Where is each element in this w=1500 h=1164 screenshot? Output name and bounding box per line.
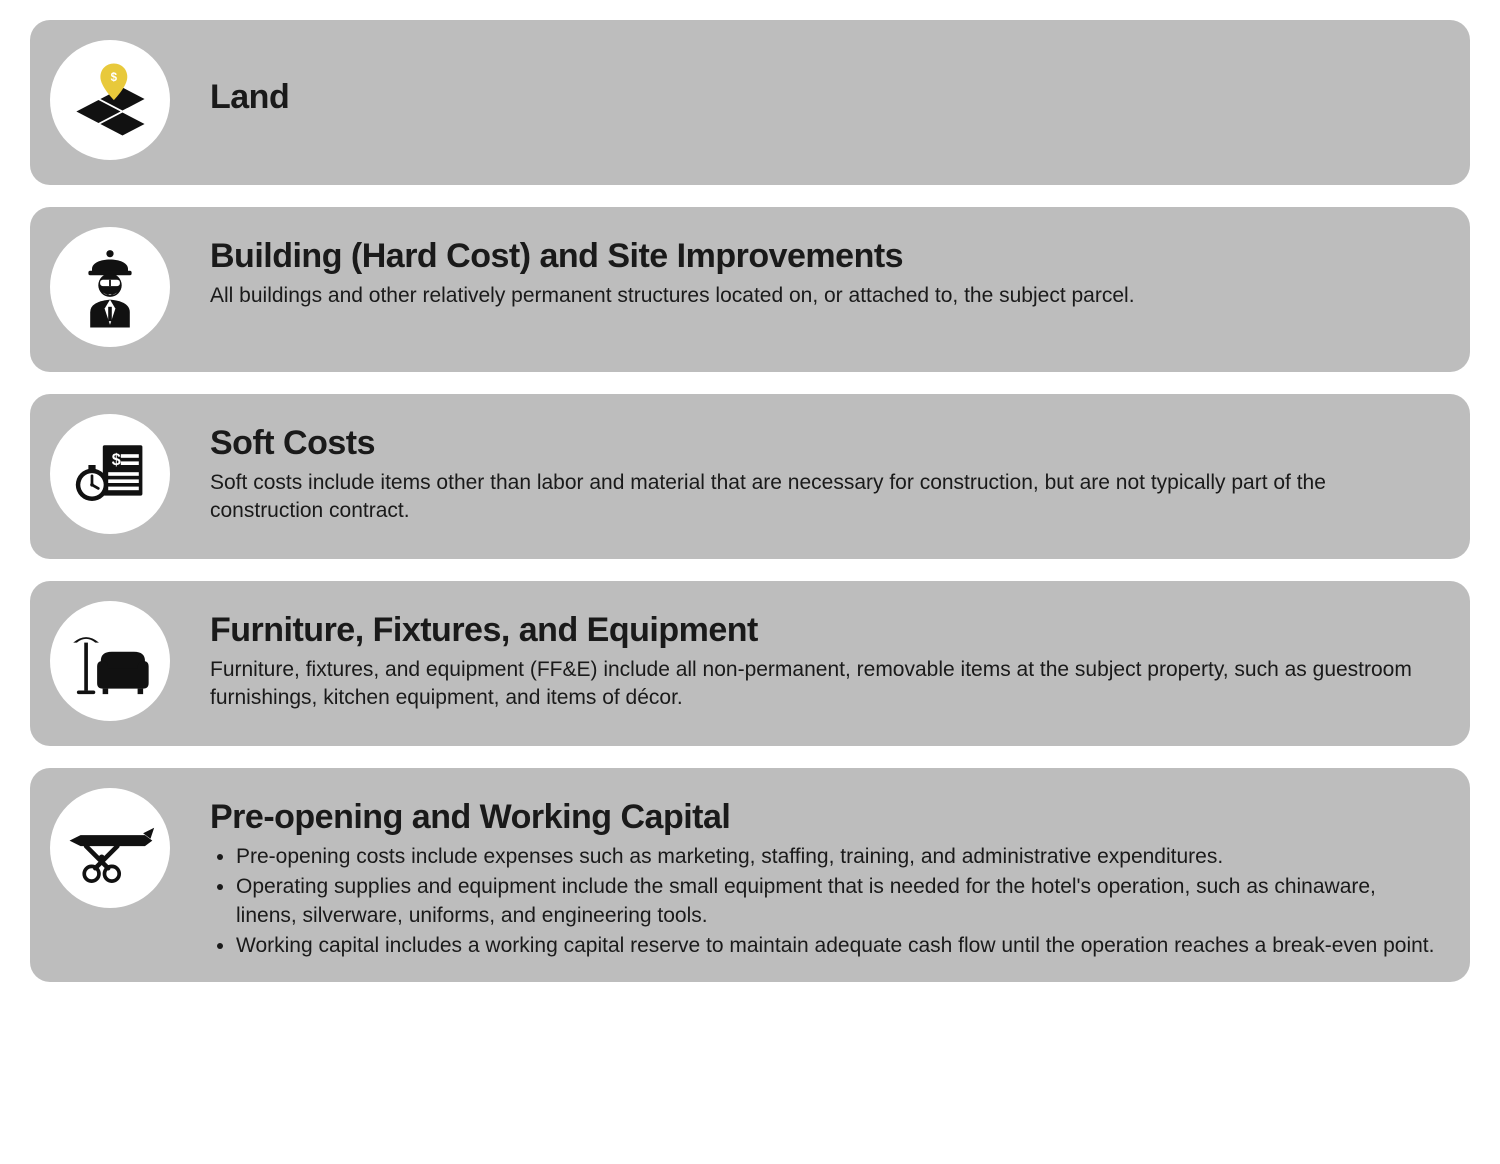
land-pin-icon: $ xyxy=(50,40,170,160)
svg-text:$: $ xyxy=(111,72,118,84)
card-bullets: Pre-opening costs include expenses such … xyxy=(210,843,1440,960)
construction-worker-icon xyxy=(50,227,170,347)
card-preopening: Pre-opening and Working Capital Pre-open… xyxy=(30,768,1470,982)
card-content: Furniture, Fixtures, and Equipment Furni… xyxy=(210,601,1440,713)
card-title: Land xyxy=(210,78,289,117)
card-content: Building (Hard Cost) and Site Improvemen… xyxy=(210,227,1440,310)
card-content: Soft Costs Soft costs include items othe… xyxy=(210,414,1440,526)
card-ffe: Furniture, Fixtures, and Equipment Furni… xyxy=(30,581,1470,746)
bullet-item: Operating supplies and equipment include… xyxy=(236,873,1440,930)
card-building: Building (Hard Cost) and Site Improvemen… xyxy=(30,207,1470,372)
card-softcosts: $ Soft Costs Soft costs include items ot… xyxy=(30,394,1470,559)
card-title: Furniture, Fixtures, and Equipment xyxy=(210,611,1440,650)
card-title: Soft Costs xyxy=(210,424,1440,463)
bullet-item: Working capital includes a working capit… xyxy=(236,932,1440,960)
svg-text:$: $ xyxy=(112,451,121,469)
ribbon-scissors-icon xyxy=(50,788,170,908)
furniture-lamp-sofa-icon xyxy=(50,601,170,721)
card-land: $ Land xyxy=(30,20,1470,185)
card-title: Pre-opening and Working Capital xyxy=(210,798,1440,837)
card-description: All buildings and other relatively perma… xyxy=(210,282,1440,310)
bullet-item: Pre-opening costs include expenses such … xyxy=(236,843,1440,871)
card-content: Land xyxy=(210,40,1440,160)
card-description: Soft costs include items other than labo… xyxy=(210,469,1440,526)
stopwatch-invoice-icon: $ xyxy=(50,414,170,534)
card-title: Building (Hard Cost) and Site Improvemen… xyxy=(210,237,1440,276)
card-description: Furniture, fixtures, and equipment (FF&E… xyxy=(210,656,1440,713)
card-content: Pre-opening and Working Capital Pre-open… xyxy=(210,788,1440,962)
